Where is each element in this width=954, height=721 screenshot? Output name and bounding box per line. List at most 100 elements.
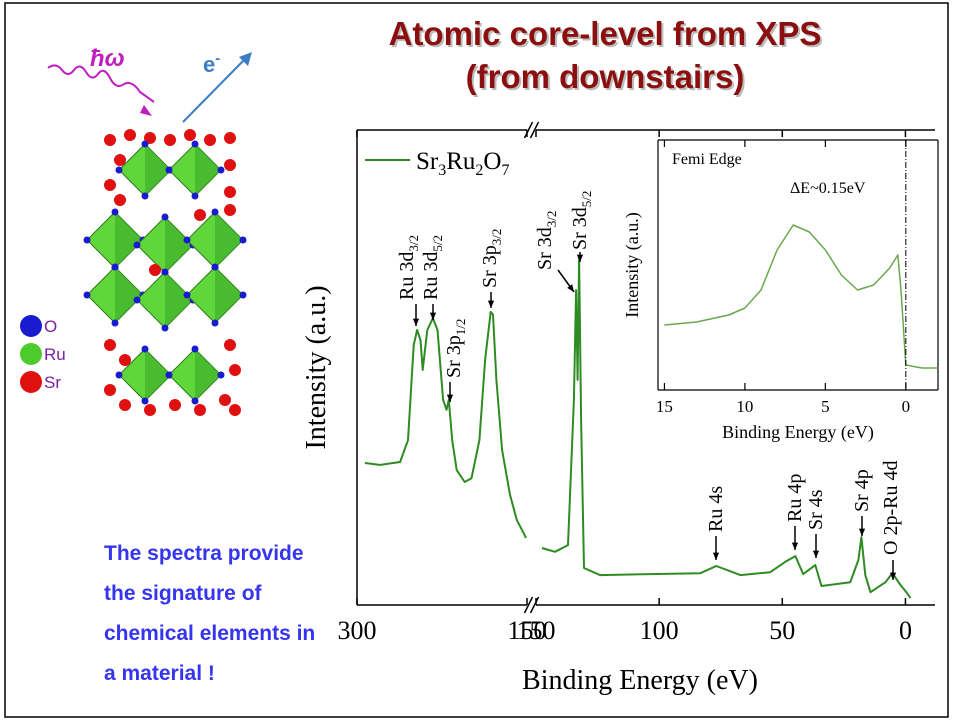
strontium — [224, 132, 236, 144]
oxygen — [162, 214, 169, 221]
title-line: Atomic core-level from XPS — [389, 15, 822, 52]
oxygen — [142, 193, 149, 200]
oxygen — [134, 297, 141, 304]
inset-background — [658, 140, 938, 390]
strontium — [124, 129, 136, 141]
strontium — [104, 179, 116, 191]
peak-label-main: Ru 3d — [420, 252, 442, 300]
note-line: The spectra provide — [104, 542, 304, 565]
peak-label-main: Ru 4p — [784, 474, 806, 522]
legend-ball — [20, 371, 42, 393]
strontium — [224, 339, 236, 351]
oxygen — [240, 237, 247, 244]
oxygen — [192, 398, 199, 405]
oxygen — [218, 372, 225, 379]
peak-label: O 2p-Ru 4d — [880, 461, 902, 555]
legend-label: O — [44, 317, 57, 336]
strontium — [224, 186, 236, 198]
legend-label: Ru — [44, 345, 66, 364]
legend-label: Sr3Ru2O7 — [416, 148, 509, 179]
strontium — [164, 134, 176, 146]
peak-label-main: Sr 3d — [569, 207, 591, 250]
x-axis-label: Binding Energy (eV) — [722, 422, 874, 443]
peak-label-main: Sr 3p — [443, 335, 465, 378]
strontium — [204, 134, 216, 146]
peak-label-main: Sr 4p — [851, 469, 873, 512]
peak-label: Sr 4s — [805, 489, 827, 530]
oxygen — [212, 264, 219, 271]
x-tick-label: 100 — [640, 616, 679, 645]
oxygen — [142, 346, 149, 353]
peak-label-sub: 3/2 — [489, 229, 504, 246]
peak-label: Ru 4s — [705, 486, 727, 532]
oxygen — [192, 141, 199, 148]
strontium — [169, 399, 181, 411]
peak-label-main: O 2p-Ru 4d — [880, 461, 902, 555]
legend-sub: 7 — [501, 162, 509, 179]
peak-label-main: Sr 3d — [534, 227, 556, 270]
x-tick-label: 50 — [769, 616, 795, 645]
oxygen — [212, 320, 219, 327]
strontium — [229, 404, 241, 416]
peak-label: Sr 4p — [851, 469, 873, 512]
slide: Atomic core-level from XPS Atomic core-l… — [0, 0, 954, 721]
note-line: the signature of — [104, 582, 263, 605]
title-line: (from downstairs) — [466, 58, 745, 95]
strontium — [229, 364, 241, 376]
strontium — [194, 209, 206, 221]
oxygen — [112, 209, 119, 216]
strontium — [104, 339, 116, 351]
strontium — [184, 129, 196, 141]
peak-label-main: Sr 3p — [479, 245, 501, 288]
peak-label-sub: 3/2 — [406, 235, 421, 252]
oxygen — [112, 320, 119, 327]
strontium — [104, 384, 116, 396]
oxygen — [162, 269, 169, 276]
peak-label-sub: 5/2 — [430, 235, 445, 252]
y-axis-label: Intensity (a.u.) — [622, 212, 643, 317]
legend-text: O — [483, 148, 501, 175]
peak-label-main: Sr 4s — [805, 489, 827, 530]
oxygen — [166, 372, 173, 379]
oxygen — [184, 292, 191, 299]
legend-label: Sr — [44, 373, 61, 392]
strontium — [114, 194, 126, 206]
x-tick-label: 0 — [899, 616, 912, 645]
legend-sub: 3 — [438, 162, 446, 179]
peak-label-main: Ru 4s — [705, 486, 727, 532]
oxygen — [112, 264, 119, 271]
oxygen — [240, 292, 247, 299]
peak-label-sub: 3/2 — [544, 211, 559, 228]
oxygen — [142, 141, 149, 148]
strontium — [224, 159, 236, 171]
electron-main: e — [203, 52, 215, 77]
peak-label-sub: 5/2 — [579, 191, 594, 208]
strontium — [149, 264, 161, 276]
oxygen — [212, 209, 219, 216]
oxygen — [116, 167, 123, 174]
electron-sup: - — [215, 50, 220, 67]
peak-label-sub: 1/2 — [453, 319, 468, 336]
oxygen — [192, 346, 199, 353]
oxygen — [218, 167, 225, 174]
oxygen — [84, 292, 91, 299]
strontium — [144, 404, 156, 416]
note-line: a material ! — [104, 662, 215, 685]
strontium — [194, 404, 206, 416]
oxygen — [84, 237, 91, 244]
x-tick-label: 5 — [821, 397, 830, 416]
y-axis-label: Intensity (a.u.) — [301, 285, 332, 449]
strontium — [104, 134, 116, 146]
x-tick-label: 15 — [656, 397, 673, 416]
strontium — [119, 399, 131, 411]
x-tick-label: 300 — [338, 616, 377, 645]
x-tick-label: 10 — [736, 397, 753, 416]
x-tick-label: 150 — [517, 616, 556, 645]
note-line: chemical elements in — [104, 622, 315, 645]
oxygen — [166, 167, 173, 174]
x-axis-label: Binding Energy (eV) — [522, 665, 758, 696]
x-tick-label: 0 — [902, 397, 911, 416]
oxygen — [134, 242, 141, 249]
strontium — [224, 204, 236, 216]
inset-title: Femi Edge — [672, 151, 742, 168]
